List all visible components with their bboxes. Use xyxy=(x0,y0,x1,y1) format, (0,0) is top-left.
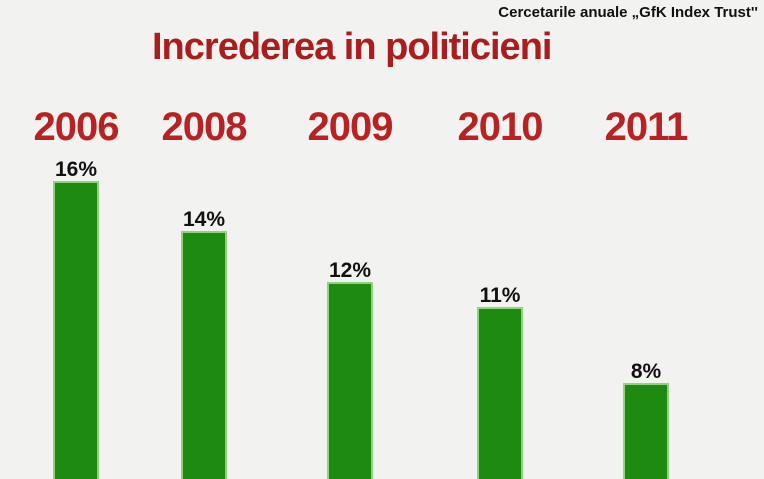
chart-title: Increderea in politicieni xyxy=(152,26,552,68)
value-label: 8% xyxy=(630,360,662,383)
year-label: 2009 xyxy=(307,105,394,149)
bar-column: 2008 14% xyxy=(142,103,266,479)
value-label: 11% xyxy=(479,284,521,307)
bar xyxy=(477,307,523,479)
bar-column: 2011 8% xyxy=(584,103,708,479)
bar xyxy=(53,181,99,479)
bar xyxy=(181,231,227,479)
value-label: 14% xyxy=(182,208,226,231)
bar xyxy=(623,383,669,479)
value-label: 16% xyxy=(54,158,98,181)
bar-column: 2006 16% xyxy=(14,103,138,479)
year-label: 2010 xyxy=(457,105,544,149)
bar xyxy=(327,282,373,479)
year-label: 2011 xyxy=(604,105,689,149)
bar-column: 2010 11% xyxy=(438,103,562,479)
year-label: 2006 xyxy=(33,105,120,149)
value-label: 12% xyxy=(328,259,372,282)
source-caption: Cercetarile anuale „GfK Index Trust'' xyxy=(498,4,758,21)
year-label: 2008 xyxy=(161,105,248,149)
bar-column: 2009 12% xyxy=(288,103,412,479)
